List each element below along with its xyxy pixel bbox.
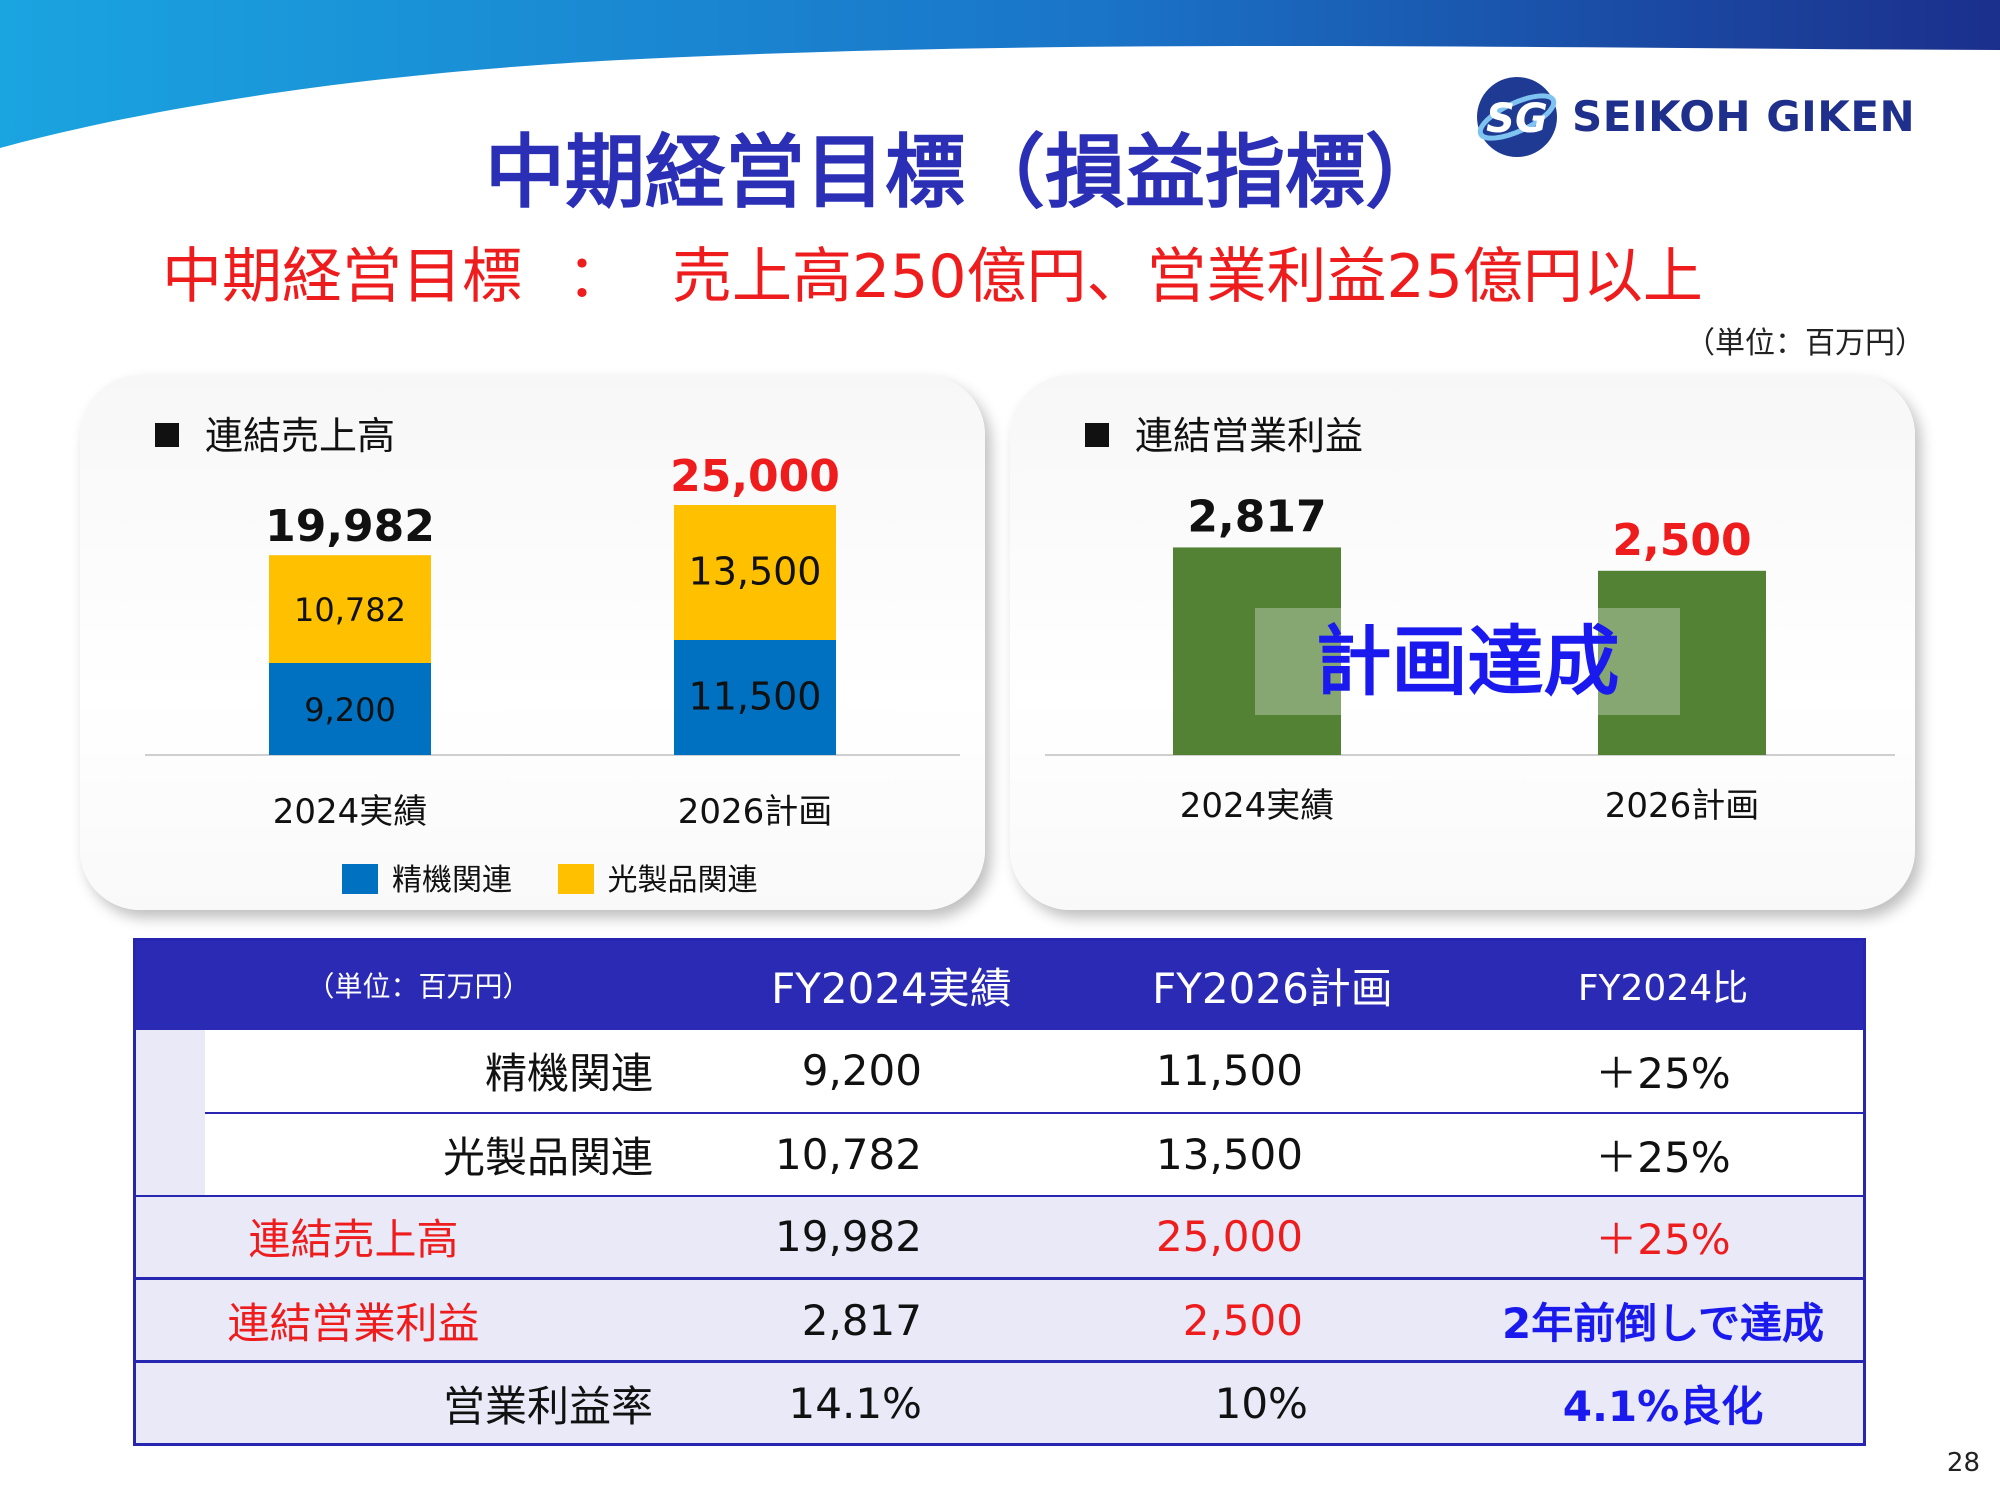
legend-item-optical: 光製品関連	[557, 855, 758, 899]
achievement-overlay	[1255, 608, 1680, 715]
data-label: 9,200	[304, 691, 396, 729]
cell-fy2024: 9,200	[801, 1046, 922, 1095]
cell-fy2026: 10%	[1081, 1360, 1463, 1445]
target-label: 中期経営目標	[162, 242, 522, 312]
target-value: 売上高250億円、営業利益25億円以上	[672, 242, 1703, 312]
data-label: 10,782	[294, 591, 406, 629]
total-label: 25,000	[670, 451, 840, 502]
profit-chart-title: 連結営業利益	[1085, 405, 1363, 460]
logo-wordmark: SEIKOH GIKEN	[1572, 92, 1916, 141]
table-header-row: （単位：百万円） FY2024実績 FY2026計画 FY2024比	[134, 939, 1865, 1030]
bar-profit	[1173, 547, 1341, 755]
achievement-label: 計画達成	[1315, 617, 1620, 706]
legend-swatch-seiki	[342, 864, 378, 894]
bar-seiki	[674, 640, 836, 755]
page-title: 中期経営目標（損益指標）	[485, 126, 1445, 219]
company-logo: SG SEIKOH GIKEN	[1472, 72, 1972, 172]
table-row: 精機関連 9,200 11,500 ＋25%	[134, 1029, 1865, 1196]
cell-fy2024: 2,817	[700, 1277, 1082, 1362]
cell-fy2026: 2,500	[1081, 1277, 1463, 1362]
sales-legend: 精機関連 光製品関連	[342, 855, 794, 899]
sg-logo-icon: SG	[1477, 77, 1557, 157]
header-band	[0, 0, 2000, 148]
bar-profit	[1598, 570, 1766, 755]
indent-cell	[134, 1029, 205, 1196]
sales-chart-title: 連結売上高	[155, 405, 395, 460]
data-label: 11,500	[689, 675, 822, 719]
cell-fy2026: 13,500	[1081, 1111, 1463, 1196]
bar-optical	[269, 555, 431, 663]
x-tick-label: 2026計画	[1605, 786, 1760, 826]
table-row: 光製品関連 10,782 13,500 ＋25%	[135, 1111, 1865, 1196]
cell-fy2024: 10,782	[700, 1111, 1082, 1196]
row-label: 連結売上高	[248, 1215, 459, 1265]
cell-fy2026: 11,500	[1156, 1046, 1303, 1095]
cell-ratio: 4.1%良化	[1462, 1360, 1865, 1445]
row-label: 光製品関連	[204, 1111, 701, 1196]
row-label: 連結営業利益	[134, 1277, 701, 1362]
target-separator: ：	[567, 242, 627, 312]
total-label: 19,982	[265, 501, 435, 552]
bar-seiki	[269, 663, 431, 755]
cell-fy2024: 14.1%	[700, 1360, 1082, 1445]
svg-text:SG: SG	[1486, 96, 1548, 142]
table-unit-header: （単位：百万円）	[134, 939, 701, 1030]
cell-ratio: ＋25%	[1595, 1215, 1731, 1265]
sales-chart: 9,200 10,782 19,982 2024実績 11,500 13,500 25,00…	[145, 451, 960, 832]
bar-optical	[674, 505, 836, 640]
cell-ratio: 2年前倒しで達成	[1462, 1277, 1865, 1362]
cell-fy2026: 25,000	[1156, 1212, 1303, 1262]
data-label: 13,500	[689, 550, 822, 594]
table-row: 連結売上高 19,982 25,000 ＋25%	[134, 1195, 1865, 1279]
table-row: 連結営業利益 2,817 2,500 2年前倒しで達成	[134, 1277, 1865, 1362]
sales-chart-panel: 連結売上高 9,200 10,782 19,982 2024実績 11,500 13,50…	[80, 375, 985, 910]
x-tick-label: 2024実績	[1180, 786, 1335, 826]
value-label: 2,817	[1187, 491, 1326, 542]
page-number: 28	[1946, 1448, 1980, 1478]
bullet-square-icon	[1085, 423, 1109, 447]
cell-ratio: ＋25%	[1462, 1111, 1865, 1196]
unit-label: （単位：百万円）	[1685, 326, 1925, 361]
summary-table: （単位：百万円） FY2024実績 FY2026計画 FY2024比 精機関連 …	[133, 938, 1866, 1446]
row-label: 精機関連	[484, 1049, 653, 1098]
cell-ratio: ＋25%	[1595, 1049, 1731, 1098]
bullet-square-icon	[155, 423, 179, 447]
row-label: 営業利益率	[134, 1360, 701, 1445]
cell-fy2024: 19,982	[775, 1212, 922, 1262]
col-header-fy2026: FY2026計画	[1081, 939, 1463, 1030]
x-tick-label: 2026計画	[678, 792, 833, 832]
x-tick-label: 2024実績	[273, 792, 428, 832]
table-row: 営業利益率 14.1% 10% 4.1%良化	[134, 1360, 1865, 1445]
value-label: 2,500	[1612, 515, 1751, 566]
col-header-ratio: FY2024比	[1462, 939, 1865, 1030]
legend-item-seiki: 精機関連	[342, 855, 512, 899]
profit-chart-panel: 連結営業利益 2,817 2024実績 2,500 2026計画 計画達成	[1010, 375, 1915, 910]
legend-swatch-optical	[557, 864, 594, 894]
profit-chart: 2,817 2024実績 2,500 2026計画	[1045, 491, 1895, 826]
target-statement: 中期経営目標 ： 売上高250億円、営業利益25億円以上	[162, 228, 1703, 315]
col-header-fy2024: FY2024実績	[700, 939, 1082, 1030]
